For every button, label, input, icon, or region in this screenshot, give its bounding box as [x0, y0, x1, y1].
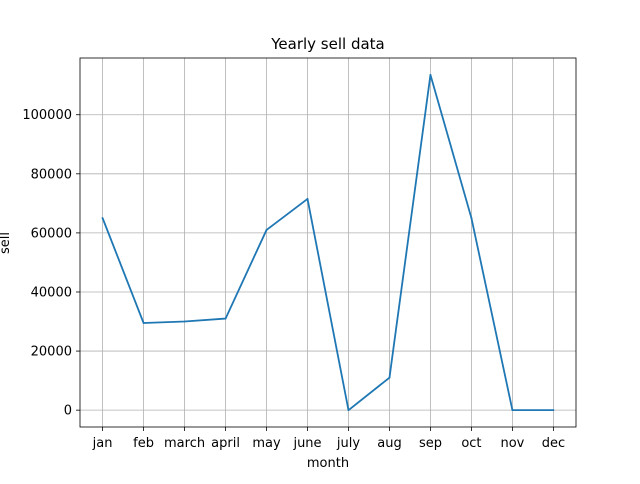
x-tick-label: april — [211, 436, 240, 451]
x-tick-label: june — [292, 436, 321, 451]
data-point — [347, 409, 350, 412]
plot-area-border — [79, 57, 577, 428]
data-point — [224, 317, 227, 320]
data-point — [265, 229, 268, 231]
x-tick-label: feb — [133, 436, 154, 451]
data-point — [429, 73, 432, 76]
data-point — [142, 322, 145, 324]
x-tick-label: nov — [500, 436, 524, 451]
y-axis: 0 20000 40000 60000 80000 100000 — [22, 108, 80, 419]
x-tick-label: july — [336, 436, 360, 451]
data-point — [388, 376, 391, 379]
series-layer — [101, 73, 555, 412]
x-tick-label: may — [252, 436, 281, 451]
x-axis-label: month — [307, 456, 349, 471]
x-tick-label: march — [164, 436, 205, 451]
x-tick-label: oct — [461, 436, 481, 451]
data-point — [470, 217, 473, 220]
data-point — [511, 409, 514, 412]
plot-frame — [79, 57, 577, 428]
data-point — [552, 409, 555, 412]
x-tick-label: dec — [542, 436, 565, 451]
data-point — [183, 320, 186, 323]
grid-layer — [80, 58, 576, 427]
x-axis: jan feb march april may june july aug sep oct nov d… — [92, 427, 565, 451]
x-tick-label: sep — [419, 436, 442, 451]
y-tick-label: 60000 — [31, 226, 72, 241]
data-point — [101, 217, 104, 220]
y-tick-label: 80000 — [31, 167, 72, 182]
y-tick-label: 0 — [64, 404, 72, 419]
y-axis-label: sell — [0, 232, 13, 254]
y-tick-label: 40000 — [31, 285, 72, 300]
x-tick-label: aug — [377, 436, 401, 451]
y-tick-label: 100000 — [22, 108, 72, 123]
series-line — [101, 73, 555, 412]
chart-title: Yearly sell data — [270, 35, 385, 53]
x-tick-label: jan — [92, 436, 113, 451]
data-point — [306, 198, 309, 200]
y-tick-label: 20000 — [31, 345, 72, 360]
